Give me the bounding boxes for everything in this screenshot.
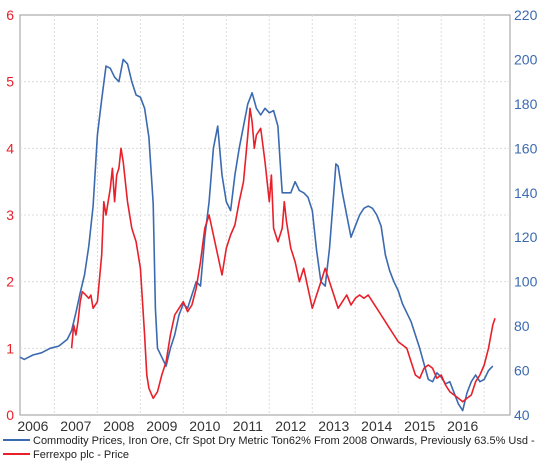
left-tick-label: 4 [6,140,14,156]
right-tick-label: 140 [514,185,538,201]
right-tick-label: 180 [514,96,538,112]
x-tick-label: 2015 [404,418,435,434]
x-tick-label: 2006 [17,418,48,434]
left-tick-label: 2 [6,274,14,290]
legend: Commodity Prices, Iron Ore, Cfr Spot Dry… [3,435,535,461]
right-tick-label: 160 [514,140,538,156]
x-tick-label: 2016 [447,418,478,434]
x-tick-label: 2008 [103,418,134,434]
left-tick-label: 0 [6,407,14,423]
x-tick-label: 2014 [361,418,392,434]
right-tick-label: 60 [514,363,530,379]
legend-label: Commodity Prices, Iron Ore, Cfr Spot Dry… [33,435,535,447]
left-axis-ticks: 0 1 2 3 4 5 6 [6,7,14,423]
right-tick-label: 200 [514,51,538,67]
right-axis-ticks: 40 60 80 100 120 140 160 180 200 220 [514,7,538,423]
x-axis-ticks: 2006 2007 2008 2009 2010 2011 2012 2013 2014 2015… [17,418,478,434]
right-tick-label: 80 [514,318,530,334]
x-tick-label: 2012 [275,418,306,434]
right-tick-label: 120 [514,229,538,245]
right-tick-label: 40 [514,407,530,423]
left-tick-label: 6 [6,7,14,23]
x-tick-label: 2013 [318,418,349,434]
left-tick-label: 1 [6,340,14,356]
series-lines [19,58,496,412]
x-tick-label: 2011 [233,418,263,434]
series-line-2 [70,107,496,403]
series-line-1 [19,58,494,412]
x-tick-label: 2010 [189,418,220,434]
right-tick-label: 220 [514,7,538,23]
left-tick-label: 3 [6,207,14,223]
right-tick-label: 100 [514,274,538,290]
x-tick-label: 2009 [146,418,177,434]
x-tick-label: 2007 [60,418,91,434]
legend-label: Ferrexpo plc - Price [33,449,129,461]
left-tick-label: 5 [6,74,14,90]
